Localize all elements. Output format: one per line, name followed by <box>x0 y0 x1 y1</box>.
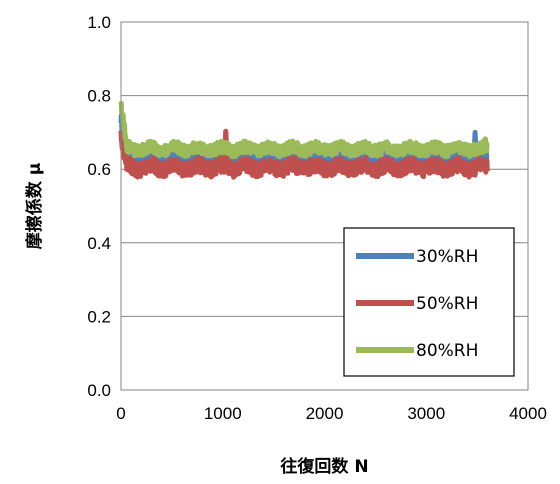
y-tick-label: 0.4 <box>87 234 111 253</box>
x-tick-label: 3000 <box>407 404 445 423</box>
series-line <box>118 101 490 160</box>
y-tick-label: 0.0 <box>87 381 111 400</box>
legend-label: 80%RH <box>416 341 478 361</box>
y-tick-label: 0.2 <box>87 307 111 326</box>
legend-label: 30%RH <box>416 247 478 267</box>
x-axis-title: 往復回数 N <box>280 456 368 477</box>
y-tick-label: 0.8 <box>87 87 111 106</box>
legend: 30%RH 50%RH 80%RH <box>343 227 515 377</box>
x-tick-label: 4000 <box>509 404 547 423</box>
x-tick-label: 0 <box>116 404 125 423</box>
series-group <box>118 101 490 180</box>
x-tick-labels: 0 1000 2000 3000 4000 <box>116 404 547 423</box>
x-tick-label: 1000 <box>204 404 242 423</box>
series-line <box>118 128 490 180</box>
y-tick-label: 0.6 <box>87 160 111 179</box>
y-tick-label: 1.0 <box>87 13 111 32</box>
y-tick-labels: 0.0 0.2 0.4 0.6 0.8 1.0 <box>87 13 111 400</box>
plot-area-border <box>120 21 529 391</box>
x-tick-label: 2000 <box>306 404 344 423</box>
legend-label: 50%RH <box>416 294 478 314</box>
y-axis-title: 摩擦係数 μ <box>24 163 45 249</box>
